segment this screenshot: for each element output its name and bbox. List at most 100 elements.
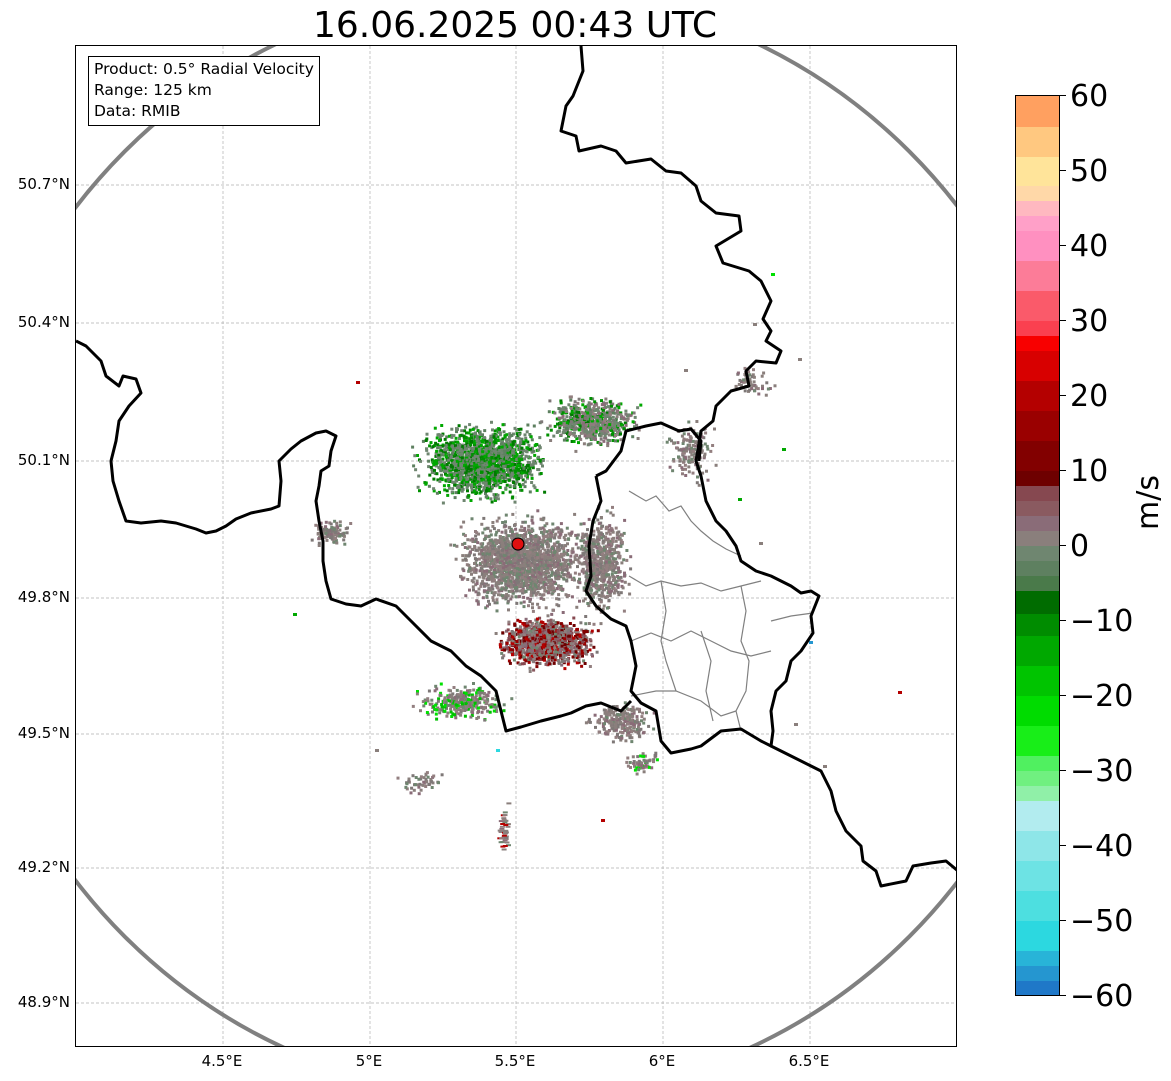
radar-echo-cell	[458, 482, 462, 486]
radar-echo-cell	[475, 471, 479, 475]
radar-echo-cell	[471, 432, 475, 436]
radar-echo-cell	[532, 449, 536, 453]
radar-echo-cell	[459, 477, 463, 481]
radar-echo-cell	[551, 528, 555, 532]
radar-echo-cell	[498, 588, 502, 592]
radar-echo-cell	[446, 448, 450, 452]
radar-echo-cell	[553, 557, 557, 561]
radar-echo-cell	[450, 465, 454, 469]
radar-echo-cell	[555, 597, 559, 601]
radar-echo-cell	[432, 463, 436, 466]
radar-echo-cell	[528, 471, 532, 475]
radar-echo-cell	[549, 561, 553, 565]
radar-echo-cell	[495, 473, 499, 477]
radar-echo-cell	[529, 554, 533, 558]
radar-echo-cell	[569, 423, 573, 427]
radar-echo-cell	[553, 411, 557, 415]
radar-echo-cell	[515, 576, 519, 580]
radar-echo-cell	[455, 544, 459, 548]
radar-echo-cell	[452, 434, 456, 438]
radar-echo-cell	[599, 421, 602, 424]
radar-echo-cell	[562, 550, 566, 554]
radar-echo-cell	[427, 465, 431, 469]
radar-echo-cell	[547, 588, 551, 592]
radar-echo-cell	[614, 434, 618, 437]
radar-echo-cell	[474, 466, 478, 470]
radar-echo-cell	[476, 541, 480, 545]
radar-map[interactable]	[75, 45, 957, 1047]
radar-echo-cell	[500, 541, 504, 545]
radar-echo-cell	[562, 535, 566, 539]
radar-echo-cell	[496, 575, 500, 579]
radar-echo-cell	[489, 447, 493, 451]
radar-echo-cell	[521, 534, 525, 537]
radar-echo-cell	[466, 467, 470, 471]
radar-echo-cell	[475, 435, 479, 439]
radar-echo-cell	[513, 454, 517, 458]
radar-echo-cell	[519, 466, 523, 470]
radar-echo-cell	[509, 560, 513, 564]
radar-echo-cell	[508, 632, 512, 636]
radar-echo-cell	[509, 468, 513, 472]
radar-echo-cell	[464, 594, 468, 598]
radar-echo-cell	[561, 568, 565, 572]
radar-echo-cell	[554, 563, 558, 566]
radar-echo-cell	[467, 494, 471, 498]
radar-echo-cell	[461, 558, 465, 562]
radar-echo-cell	[425, 447, 428, 451]
radar-echo-cell	[448, 448, 452, 452]
radar-echo-cell	[497, 559, 501, 563]
radar-echo-cell	[526, 476, 529, 480]
radar-echo-cell	[617, 402, 621, 406]
radar-echo-cell	[513, 474, 517, 478]
radar-echo-cell	[439, 448, 443, 452]
radar-echo-cell	[468, 437, 472, 441]
radar-echo-cell	[471, 540, 475, 543]
radar-echo-cell	[524, 439, 528, 443]
radar-echo-cell	[515, 477, 519, 481]
radar-echo-cell	[454, 491, 458, 495]
radar-echo-cell	[481, 468, 484, 472]
radar-echo-cell	[465, 462, 469, 466]
radar-echo-cell	[528, 566, 532, 570]
radar-echo-cell	[498, 541, 502, 545]
radar-echo-cell	[522, 441, 526, 445]
radar-echo-cell	[577, 428, 581, 432]
radar-echo-cell	[527, 444, 531, 447]
radar-echo-cell	[468, 456, 472, 460]
radar-echo-cell	[496, 497, 500, 501]
radar-echo-cell	[556, 548, 560, 552]
radar-echo-cell	[481, 575, 485, 579]
radar-echo-cell	[529, 539, 533, 542]
radar-echo-cell	[467, 431, 471, 435]
radar-echo-cell	[557, 566, 560, 570]
radar-echo-cell	[479, 584, 483, 588]
radar-echo-cell	[509, 562, 513, 566]
radar-echo-cell	[577, 660, 581, 664]
radar-echo-cell	[523, 520, 527, 524]
radar-echo-cell	[530, 564, 534, 568]
radar-echo-cell	[444, 453, 448, 456]
radar-echo-cell	[504, 568, 508, 571]
radar-echo-cell	[586, 432, 590, 436]
radar-echo-cell	[568, 573, 572, 577]
radar-echo-cell	[491, 473, 495, 477]
radar-echo-cell	[457, 476, 461, 480]
radar-echo-cell	[536, 602, 540, 606]
radar-echo-cell	[569, 398, 573, 402]
radar-echo-cell	[616, 409, 620, 413]
radar-echo-cell	[622, 427, 626, 431]
radar-echo-cell	[534, 586, 538, 590]
radar-echo-cell	[516, 533, 519, 537]
radar-echo-cell	[599, 622, 603, 626]
radar-echo-cell	[555, 572, 559, 576]
radar-echo-cell	[549, 573, 553, 577]
radar-echo-cell	[509, 584, 513, 587]
radar-echo-cell	[549, 439, 553, 442]
radar-echo-cell	[428, 473, 432, 477]
radar-echo-cell	[489, 544, 493, 548]
radar-echo-cell	[526, 655, 530, 659]
radar-echo-cell	[506, 584, 510, 587]
radar-echo-cell	[498, 535, 502, 538]
radar-echo-cell	[439, 460, 443, 464]
